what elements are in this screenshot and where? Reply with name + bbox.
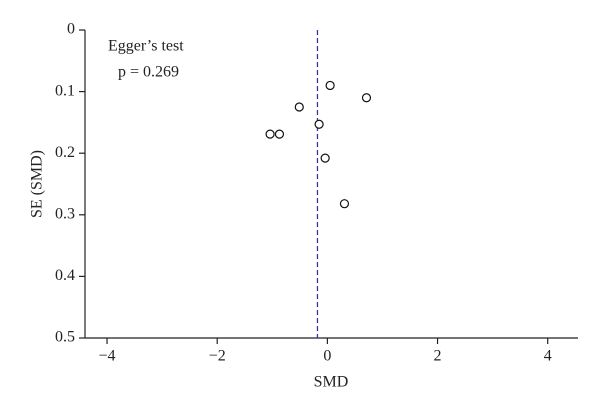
x-tick-label: −4	[99, 348, 116, 365]
y-tick-label: 0.3	[55, 205, 75, 222]
point	[274, 129, 285, 139]
point	[320, 153, 330, 163]
y-tick-label: 0.2	[55, 144, 75, 161]
y-tick-label: 0.4	[55, 267, 75, 284]
x-tick-label: 2	[434, 348, 442, 365]
y-axis-label: SE (SMD)	[29, 150, 46, 218]
point	[294, 102, 304, 112]
x-tick-label: 0	[323, 348, 331, 365]
annotation: p = 0.269	[118, 64, 179, 81]
x-tick-label: −2	[209, 348, 226, 365]
point	[314, 119, 324, 129]
y-tick-label: 0.5	[55, 329, 75, 346]
y-tick-label: 0	[67, 21, 75, 38]
x-tick-label: 4	[544, 348, 552, 365]
y-tick-label: 0.1	[55, 82, 75, 99]
point	[325, 80, 335, 91]
point	[361, 93, 372, 103]
x-axis-label: SMD	[314, 374, 349, 391]
point	[265, 129, 275, 139]
point	[339, 199, 350, 209]
annotation: Egger’s test	[108, 38, 184, 55]
